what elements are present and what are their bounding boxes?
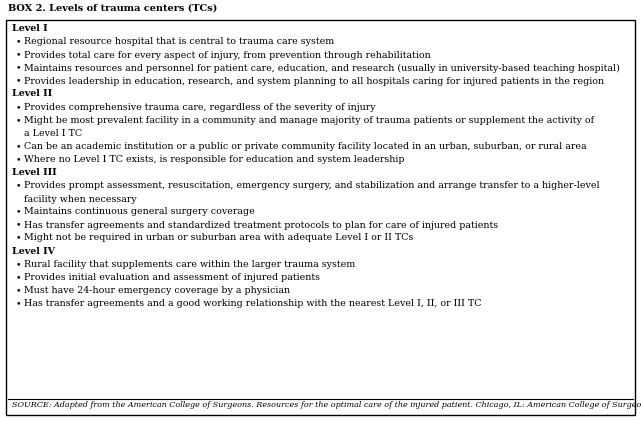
Text: Provides initial evaluation and assessment of injured patients: Provides initial evaluation and assessme…: [24, 273, 320, 282]
Text: Provides total care for every aspect of injury, from prevention through rehabili: Provides total care for every aspect of …: [24, 51, 431, 59]
Text: •: •: [16, 181, 22, 190]
Text: •: •: [16, 273, 22, 282]
Text: •: •: [16, 260, 22, 269]
Text: •: •: [16, 142, 22, 151]
Text: Has transfer agreements and a good working relationship with the nearest Level I: Has transfer agreements and a good worki…: [24, 299, 481, 308]
Text: •: •: [16, 103, 22, 112]
Text: •: •: [16, 208, 22, 216]
Text: •: •: [16, 77, 22, 85]
Text: Can be an academic institution or a public or private community facility located: Can be an academic institution or a publ…: [24, 142, 587, 151]
Text: Provides prompt assessment, resuscitation, emergency surgery, and stabilization : Provides prompt assessment, resuscitatio…: [24, 181, 599, 190]
Text: Must have 24-hour emergency coverage by a physician: Must have 24-hour emergency coverage by …: [24, 286, 290, 295]
Text: Maintains resources and personnel for patient care, education, and research (usu: Maintains resources and personnel for pa…: [24, 64, 620, 73]
Text: Level I: Level I: [12, 24, 47, 33]
Text: Might be most prevalent facility in a community and manage majority of trauma pa: Might be most prevalent facility in a co…: [24, 116, 594, 125]
Text: Level II: Level II: [12, 90, 52, 99]
Text: Rural facility that supplements care within the larger trauma system: Rural facility that supplements care wit…: [24, 260, 355, 269]
Text: •: •: [16, 37, 22, 46]
Text: •: •: [16, 155, 22, 164]
Text: Provides comprehensive trauma care, regardless of the severity of injury: Provides comprehensive trauma care, rega…: [24, 103, 376, 112]
Text: a Level I TC: a Level I TC: [24, 129, 82, 138]
Text: Level IV: Level IV: [12, 247, 55, 256]
Text: SOURCE: Adapted from the American College of Surgeons. Resources for the optimal: SOURCE: Adapted from the American Colleg…: [12, 401, 641, 409]
Text: •: •: [16, 51, 22, 59]
Text: •: •: [16, 286, 22, 295]
Text: Level III: Level III: [12, 168, 56, 177]
Text: Where no Level I TC exists, is responsible for education and system leadership: Where no Level I TC exists, is responsib…: [24, 155, 404, 164]
Text: facility when necessary: facility when necessary: [24, 195, 137, 203]
Text: Regional resource hospital that is central to trauma care system: Regional resource hospital that is centr…: [24, 37, 334, 46]
Text: Maintains continuous general surgery coverage: Maintains continuous general surgery cov…: [24, 208, 254, 216]
Text: •: •: [16, 221, 22, 229]
Text: •: •: [16, 299, 22, 308]
Text: •: •: [16, 234, 22, 242]
Text: •: •: [16, 64, 22, 72]
Text: Provides leadership in education, research, and system planning to all hospitals: Provides leadership in education, resear…: [24, 77, 604, 85]
Text: Might not be required in urban or suburban area with adequate Level I or II TCs: Might not be required in urban or suburb…: [24, 234, 413, 242]
Text: Has transfer agreements and standardized treatment protocols to plan for care of: Has transfer agreements and standardized…: [24, 221, 498, 229]
Text: BOX 2. Levels of trauma centers (TCs): BOX 2. Levels of trauma centers (TCs): [8, 4, 217, 13]
Text: •: •: [16, 116, 22, 125]
